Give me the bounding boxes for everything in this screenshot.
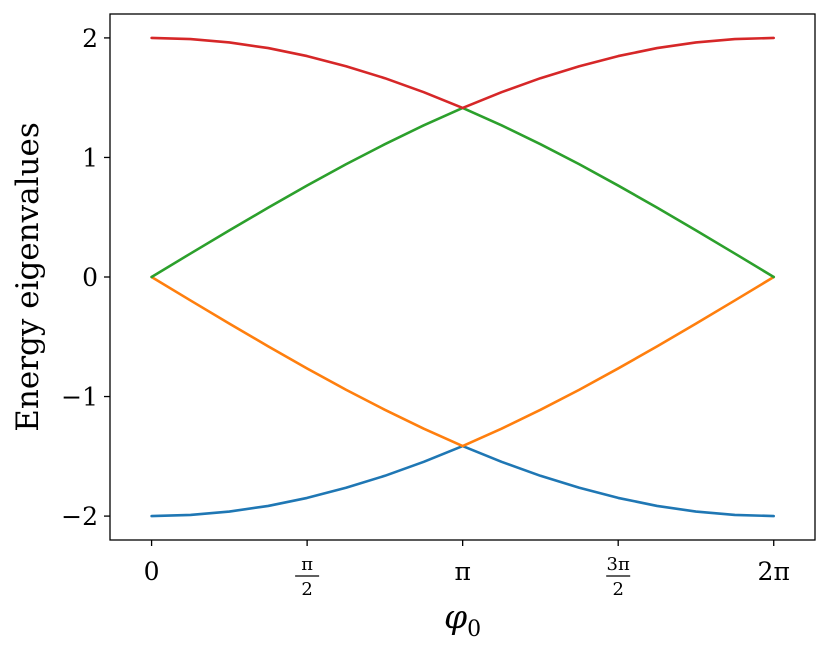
y-tick-label-3: 0 (82, 263, 98, 292)
x-tick-label-1: 0 (144, 557, 160, 586)
x-tick-label-5: 2π (758, 557, 790, 586)
x-axis-label-symbol: φ (444, 597, 467, 636)
y-tick-label-1: −2 (61, 502, 98, 531)
y-tick-label-5: 2 (82, 24, 98, 53)
x-tick-label-4-denominator: 2 (612, 579, 623, 600)
plot-area (110, 14, 815, 540)
x-tick-label-2-denominator: 2 (301, 579, 312, 600)
x-axis-label-subscript: 0 (467, 617, 481, 642)
series-line-4 (150, 36, 776, 110)
x-tick-label-4-numerator: 3π (607, 554, 630, 575)
series-line-2 (150, 275, 776, 448)
x-axis-label: φ0 (444, 597, 481, 642)
y-tick-label-2: −1 (61, 383, 98, 412)
y-tick-label-4: 1 (82, 143, 98, 172)
x-tick-label-3: π (454, 557, 470, 586)
y-axis-label: Energy eigenvalues (10, 122, 46, 432)
x-tick-label-2-numerator: π (301, 554, 313, 575)
series-layer (150, 36, 776, 518)
